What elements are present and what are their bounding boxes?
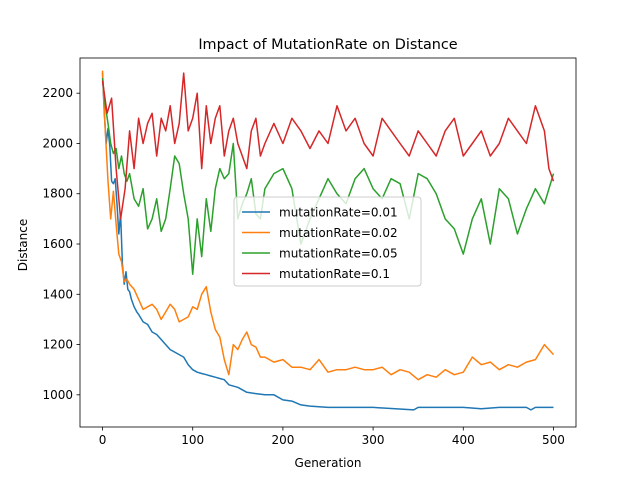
legend-box bbox=[233, 196, 422, 287]
x-tick-label: 500 bbox=[542, 433, 565, 447]
legend-label-1: mutationRate=0.01 bbox=[279, 206, 398, 220]
legend-label-4: mutationRate=0.1 bbox=[279, 267, 390, 281]
y-tick-label: 1200 bbox=[42, 338, 73, 352]
x-tick-label: 0 bbox=[99, 433, 107, 447]
y-tick-label: 1400 bbox=[42, 287, 73, 301]
y-axis-label: Distance bbox=[16, 219, 30, 271]
x-tick-label: 400 bbox=[452, 433, 475, 447]
y-tick-label: 2000 bbox=[42, 136, 73, 150]
y-tick-label: 1600 bbox=[42, 237, 73, 251]
legend: mutationRate=0.01 mutationRate=0.02 mutati… bbox=[233, 196, 422, 287]
y-tick-label: 1000 bbox=[42, 388, 73, 402]
x-axis-label: Generation bbox=[295, 456, 362, 470]
plot-area bbox=[79, 57, 577, 428]
legend-label-2: mutationRate=0.02 bbox=[279, 226, 398, 240]
x-axis: 0 100 200 300 400 500 bbox=[99, 427, 565, 447]
y-tick-label: 1800 bbox=[42, 187, 73, 201]
series-line-2 bbox=[101, 70, 555, 381]
chart-title: Impact of MutationRate on Distance bbox=[198, 37, 457, 53]
y-axis: 1000 1200 1400 1600 1800 2000 2200 bbox=[42, 86, 80, 402]
y-tick-label: 2200 bbox=[42, 86, 73, 100]
x-tick-label: 200 bbox=[271, 433, 294, 447]
plot-frame bbox=[79, 57, 577, 428]
series-line-4 bbox=[101, 72, 555, 220]
series-line-3 bbox=[101, 78, 555, 275]
legend-label-3: mutationRate=0.05 bbox=[279, 247, 398, 261]
x-tick-label: 300 bbox=[362, 433, 385, 447]
x-tick-label: 100 bbox=[181, 433, 204, 447]
